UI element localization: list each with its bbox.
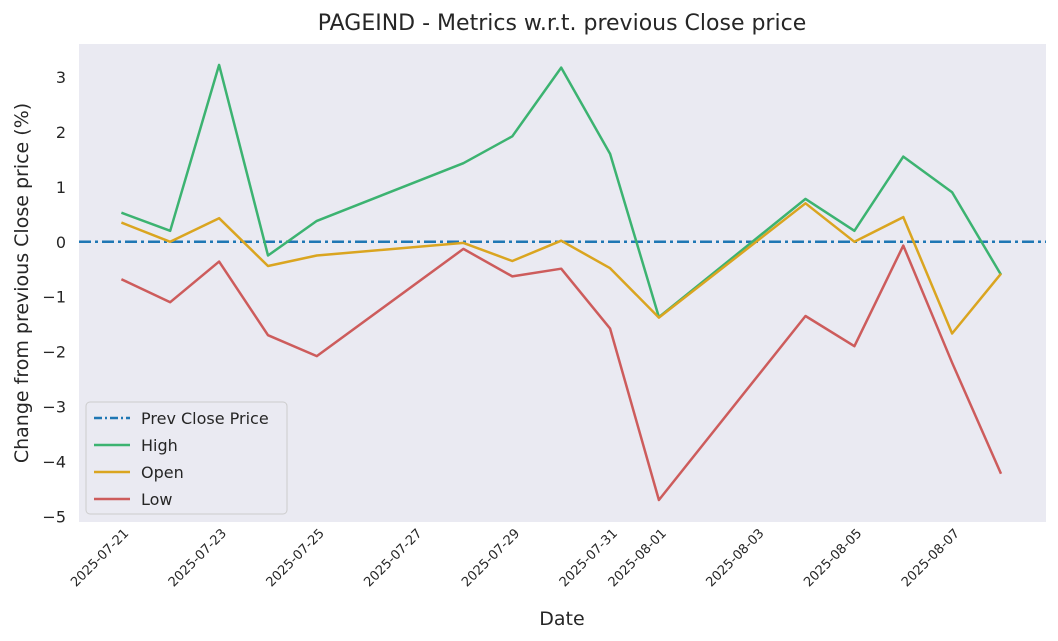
legend-label: Prev Close Price [141, 409, 269, 428]
series-line-high [120, 63, 1003, 319]
x-tick-label: 2025-07-23 [166, 526, 230, 590]
y-tick-label: 0 [56, 233, 66, 252]
y-tick-label: 3 [56, 68, 66, 87]
y-axis-ticks: 3 2 1 0 −1 −2 −3 −4 −5 [42, 68, 66, 527]
legend-label: Open [141, 463, 184, 482]
x-tick-label: 2025-08-05 [801, 526, 865, 590]
y-tick-label: 2 [56, 123, 66, 142]
y-tick-label: −3 [42, 398, 66, 417]
chart-title: PAGEIND - Metrics w.r.t. previous Close … [318, 11, 806, 36]
y-tick-label: 1 [56, 178, 66, 197]
y-tick-label: −1 [42, 288, 66, 307]
x-tick-label: 2025-08-03 [703, 526, 767, 590]
y-tick-label: −2 [42, 343, 66, 362]
x-tick-label: 2025-07-29 [459, 526, 523, 590]
legend-label: High [141, 436, 178, 455]
y-tick-label: −4 [42, 453, 66, 472]
x-axis-label: Date [539, 608, 584, 630]
y-axis-label: Change from previous Close price (%) [11, 103, 33, 463]
x-tick-label: 2025-07-25 [264, 526, 328, 590]
series-layer [79, 63, 1046, 502]
legend: Prev Close Price High Open Low [85, 401, 288, 515]
series-line-low [120, 244, 1003, 502]
x-tick-label: 2025-07-21 [68, 526, 132, 590]
x-tick-label: 2025-07-27 [361, 526, 425, 590]
legend-label: Low [141, 490, 173, 509]
legend-box [85, 401, 288, 515]
x-axis-ticks: 2025-07-21 2025-07-23 2025-07-25 2025-07-27… [68, 526, 963, 590]
series-line-open [120, 202, 1002, 335]
y-tick-label: −5 [42, 508, 66, 527]
x-tick-label: 2025-08-07 [899, 526, 963, 590]
